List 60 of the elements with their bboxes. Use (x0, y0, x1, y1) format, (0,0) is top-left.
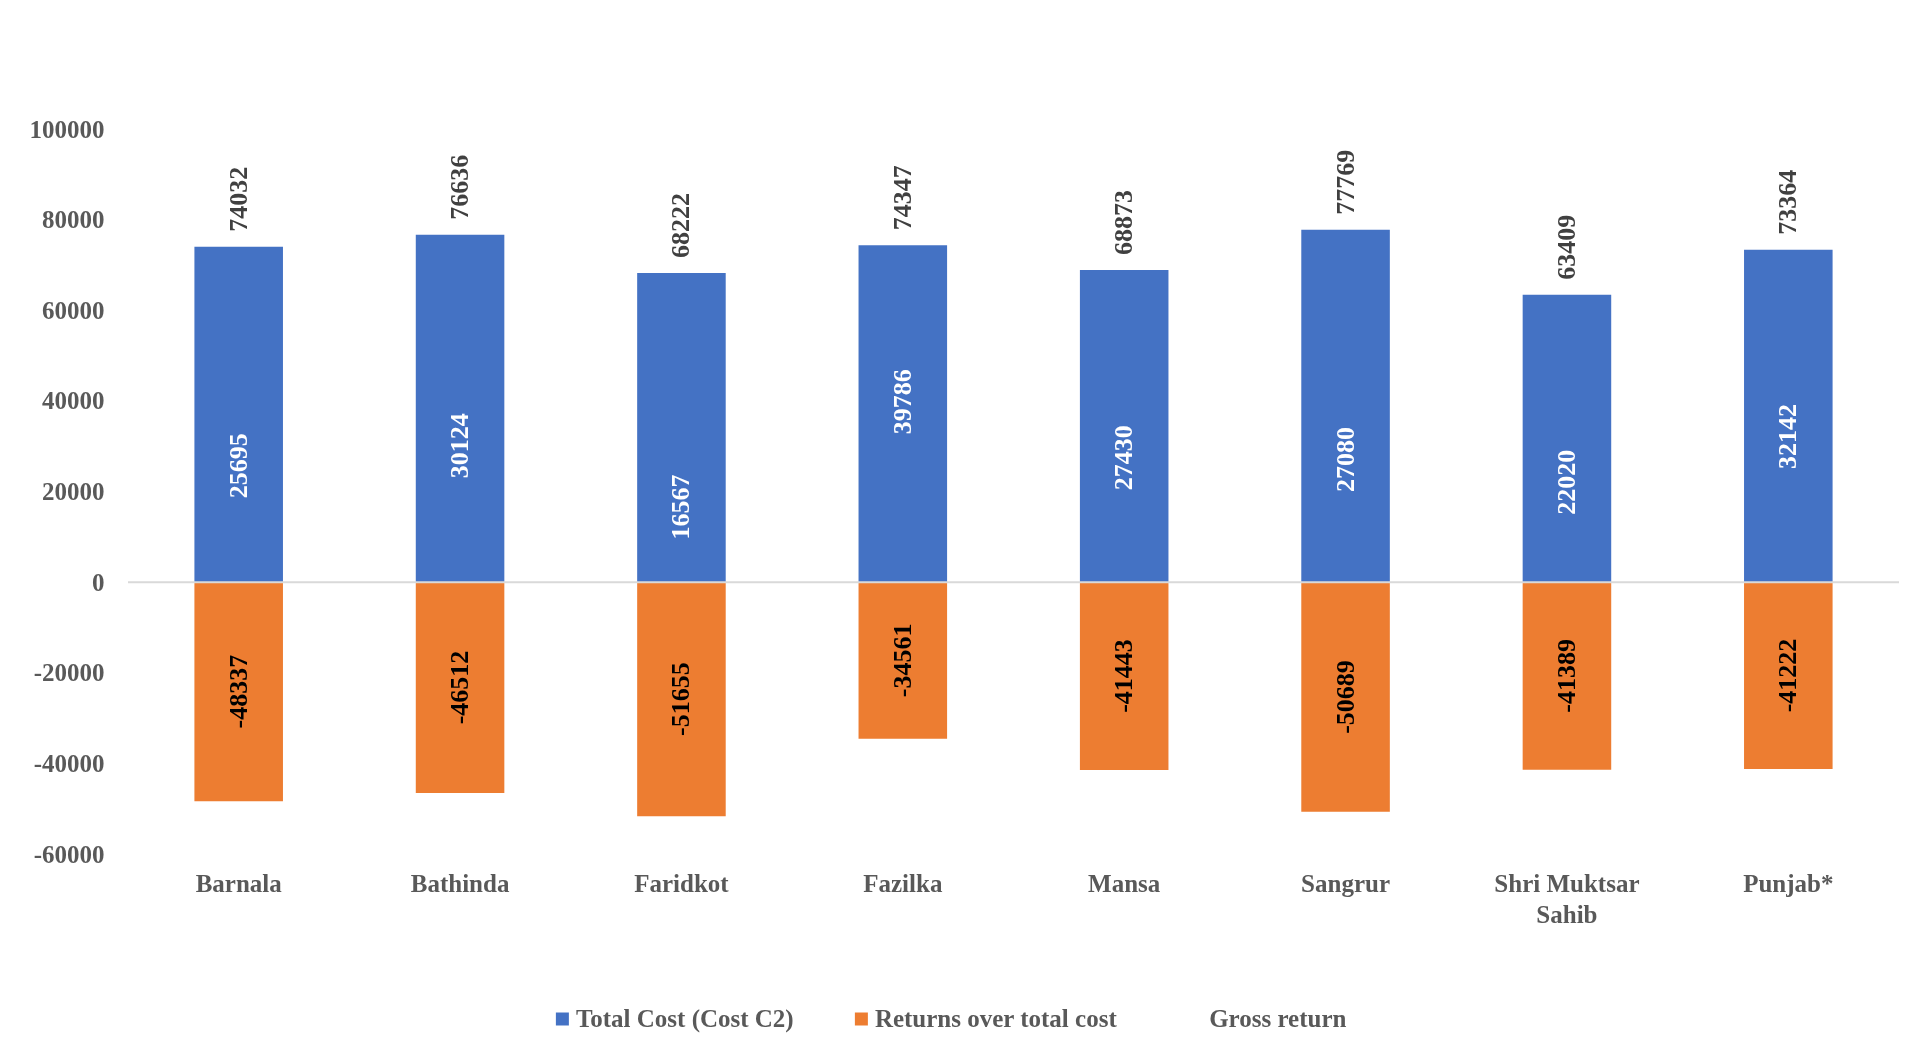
data-label: -41389 (1551, 639, 1581, 713)
total-label: 27430 (1109, 425, 1139, 491)
x-tick-label: Fazilka (863, 869, 943, 897)
bar (415, 234, 505, 583)
bar (637, 272, 726, 583)
bar (415, 582, 505, 793)
y-tick-label: 0 (92, 568, 105, 596)
data-label: -50689 (1330, 660, 1360, 734)
bar (637, 582, 726, 817)
bar (858, 582, 948, 739)
bar (858, 245, 948, 583)
y-tick-label: -20000 (33, 659, 105, 687)
legend-label: Total Cost (Cost C2) (575, 1005, 794, 1033)
data-label: -46512 (445, 650, 475, 725)
data-label: 68873 (1109, 190, 1139, 256)
y-tick-label: 80000 (42, 206, 105, 234)
bar (1522, 582, 1612, 770)
y-tick-label: 60000 (42, 296, 105, 324)
bar (194, 582, 283, 802)
data-label: 63409 (1551, 214, 1581, 280)
data-label: 73364 (1773, 169, 1803, 235)
x-tick-label: Sangrur (1301, 869, 1391, 897)
bar (1301, 229, 1390, 583)
y-tick-label: 40000 (42, 387, 105, 415)
data-label: 74347 (887, 165, 917, 231)
x-tick-label: Barnala (195, 869, 283, 897)
data-label: 76636 (445, 154, 475, 220)
bar (194, 246, 283, 583)
data-label: -48337 (223, 654, 253, 729)
total-label: 16567 (666, 474, 696, 540)
x-tick-label: Mansa (1088, 869, 1161, 897)
total-label: 22020 (1551, 449, 1581, 515)
y-tick-label: 20000 (42, 478, 105, 505)
legend-label: Returns over total cost (874, 1005, 1118, 1032)
bar (1744, 249, 1833, 583)
data-label: -41222 (1773, 638, 1803, 713)
bar (1079, 270, 1169, 583)
bar (1744, 582, 1833, 769)
data-label: -34561 (887, 623, 917, 698)
x-tick-label: Shri Muktsar Sahib (1494, 869, 1640, 928)
x-tick-label: Bathinda (410, 869, 510, 897)
bar (1301, 582, 1390, 812)
text: Gross return (1209, 1005, 1347, 1032)
total-label: 27080 (1330, 426, 1360, 492)
x-tick-label: Faridkot (634, 869, 730, 897)
bar (1522, 294, 1612, 583)
x-tick-label: Punjab* (1743, 869, 1834, 897)
data-label: -41443 (1109, 639, 1139, 713)
data-label: -51655 (666, 662, 696, 736)
y-tick-label: -40000 (33, 749, 105, 777)
data-label: 77769 (1330, 149, 1360, 215)
y-tick-label: -60000 (33, 840, 105, 868)
total-label: 30124 (445, 413, 475, 479)
bar (1079, 582, 1169, 770)
total-label: 32142 (1773, 403, 1803, 469)
data-label: 74032 (223, 166, 253, 232)
y-tick-label: 100000 (29, 115, 105, 143)
total-label: 25695 (223, 433, 253, 499)
total-label: 39786 (887, 369, 917, 435)
data-label: 68222 (666, 192, 696, 258)
